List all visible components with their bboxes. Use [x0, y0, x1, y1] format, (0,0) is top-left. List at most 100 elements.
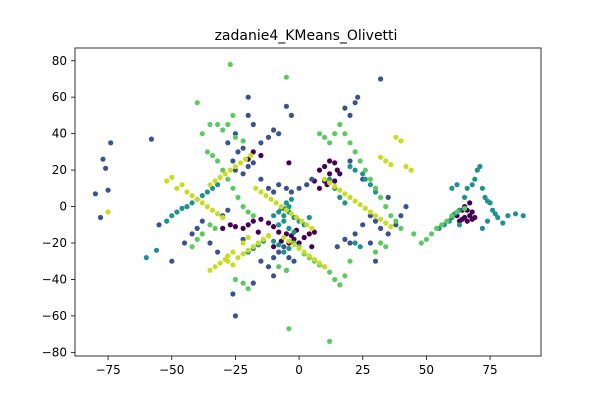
scatter-point-cluster-2-41 [449, 185, 455, 191]
scatter-point-cluster-0-45 [467, 200, 473, 206]
scatter-point-cluster-3-19 [250, 213, 256, 219]
scatter-point-cluster-1-62 [352, 100, 358, 106]
scatter-point-cluster-4-10 [209, 207, 216, 213]
scatter-point-cluster-2-0 [143, 255, 149, 261]
scatter-point-cluster-4-37 [322, 176, 328, 182]
scatter-point-cluster-1-61 [347, 112, 353, 118]
scatter-point-cluster-2-6 [184, 204, 190, 210]
scatter-point-cluster-2-77 [337, 194, 343, 200]
scatter-point-cluster-3-36 [357, 158, 363, 164]
scatter-point-cluster-3-10 [204, 149, 210, 155]
scatter-point-cluster-4-69 [263, 193, 269, 199]
y-tick-label: 20 [52, 163, 67, 177]
scatter-point-cluster-2-69 [360, 171, 366, 177]
scatter-point-cluster-0-32 [286, 160, 292, 166]
y-tick-label: 0 [59, 200, 67, 214]
scatter-point-cluster-4-78 [309, 225, 315, 231]
scatter-point-cluster-4-46 [367, 209, 373, 215]
scatter-point-cluster-1-7 [156, 222, 162, 228]
scatter-point-cluster-2-71 [367, 182, 373, 188]
scatter-point-cluster-0-50 [278, 238, 284, 244]
scatter-point-cluster-4-67 [253, 185, 259, 191]
scatter-point-cluster-3-12 [215, 158, 221, 164]
scatter-point-cluster-4-7 [194, 196, 200, 202]
scatter-point-cluster-4-39 [332, 183, 338, 190]
scatter-point-cluster-1-51 [378, 225, 384, 231]
scatter-point-cluster-2-30 [276, 222, 282, 228]
scatter-point-cluster-1-54 [398, 213, 404, 219]
scatter-point-cluster-0-4 [271, 224, 277, 230]
scatter-point-cluster-1-8 [169, 258, 175, 264]
scatter-point-cluster-4-65 [243, 156, 249, 162]
scatter-point-cluster-4-55 [378, 154, 384, 160]
scatter-point-cluster-3-20 [207, 222, 213, 228]
scatter-point-cluster-4-54 [408, 167, 414, 173]
y-tick-label: −60 [42, 309, 67, 323]
scatter-point-cluster-3-43 [393, 218, 399, 224]
scatter-point-cluster-2-56 [495, 214, 501, 221]
scatter-point-cluster-3-55 [347, 258, 353, 264]
scatter-point-cluster-2-10 [204, 189, 210, 195]
scatter-point-cluster-4-60 [217, 174, 223, 180]
scatter-point-cluster-3-69 [372, 249, 379, 255]
scatter-point-cluster-1-64 [378, 76, 384, 82]
scatter-point-cluster-2-50 [479, 185, 485, 191]
scatter-point-cluster-3-15 [230, 185, 236, 191]
scatter-point-cluster-3-17 [240, 204, 246, 210]
scatter-point-cluster-4-61 [222, 171, 228, 177]
scatter-point-cluster-0-25 [337, 171, 343, 177]
scatter-point-cluster-4-68 [258, 189, 264, 195]
x-tick-label: −75 [95, 363, 120, 377]
scatter-point-cluster-4-44 [357, 202, 363, 208]
scatter-point-cluster-4-64 [237, 160, 244, 166]
scatter-point-cluster-3-47 [423, 236, 429, 242]
scatter-point-cluster-2-26 [276, 242, 282, 248]
scatter-point-cluster-0-20 [316, 167, 323, 173]
scatter-point-cluster-2-48 [474, 167, 480, 173]
scatter-point-cluster-2-73 [352, 240, 358, 246]
scatter-point-cluster-3-5 [225, 121, 231, 128]
x-tick-label: 0 [295, 363, 303, 377]
scatter-point-cluster-3-48 [428, 231, 435, 237]
scatter-point-cluster-1-31 [250, 121, 256, 128]
scatter-point-cluster-4-17 [245, 247, 251, 253]
scatter-point-cluster-1-29 [309, 176, 315, 182]
scatter-point-cluster-1-70 [265, 134, 272, 140]
scatter-point-cluster-0-23 [332, 160, 338, 166]
scatter-point-cluster-4-21 [265, 233, 272, 239]
scatter-point-cluster-1-22 [265, 185, 272, 191]
scatter-point-cluster-3-24 [189, 244, 195, 250]
scatter-point-cluster-3-23 [194, 236, 200, 242]
scatter-point-cluster-1-60 [342, 105, 348, 111]
scatter-point-cluster-1-73 [235, 149, 241, 155]
scatter-point-cluster-2-27 [281, 249, 287, 255]
scatter-point-cluster-3-51 [444, 218, 450, 224]
scatter-point-cluster-4-80 [245, 234, 251, 241]
scatter-point-cluster-2-58 [505, 213, 511, 219]
scatter-point-cluster-1-79 [372, 258, 379, 264]
scatter-point-cluster-4-19 [255, 240, 261, 246]
scatter-point-cluster-2-75 [327, 176, 333, 182]
scatter-point-cluster-3-49 [434, 225, 440, 231]
scatter-point-cluster-0-24 [334, 167, 340, 173]
scatter-point-cluster-1-41 [281, 244, 287, 250]
scatter-point-cluster-4-18 [250, 244, 256, 250]
x-tick-label: −25 [223, 363, 248, 377]
scatter-point-cluster-4-27 [230, 249, 236, 255]
scatter-point-cluster-2-68 [352, 167, 358, 173]
scatter-point-cluster-2-2 [164, 218, 170, 224]
scatter-point-cluster-3-52 [449, 213, 455, 219]
scatter-point-cluster-4-77 [304, 222, 310, 228]
scatter-point-cluster-0-38 [462, 214, 468, 221]
points-layer [92, 61, 526, 344]
scatter-point-cluster-4-52 [398, 138, 404, 144]
scatter-point-cluster-1-52 [385, 231, 391, 237]
scatter-point-cluster-1-47 [352, 231, 358, 237]
scatter-point-cluster-4-26 [225, 253, 231, 259]
scatter-point-cluster-4-70 [268, 196, 274, 202]
y-tick-label: 40 [52, 127, 67, 141]
scatter-point-cluster-3-1 [199, 131, 205, 137]
scatter-point-cluster-4-62 [227, 167, 233, 173]
scatter-point-cluster-2-66 [484, 218, 491, 224]
scatter-point-cluster-1-53 [393, 222, 399, 228]
